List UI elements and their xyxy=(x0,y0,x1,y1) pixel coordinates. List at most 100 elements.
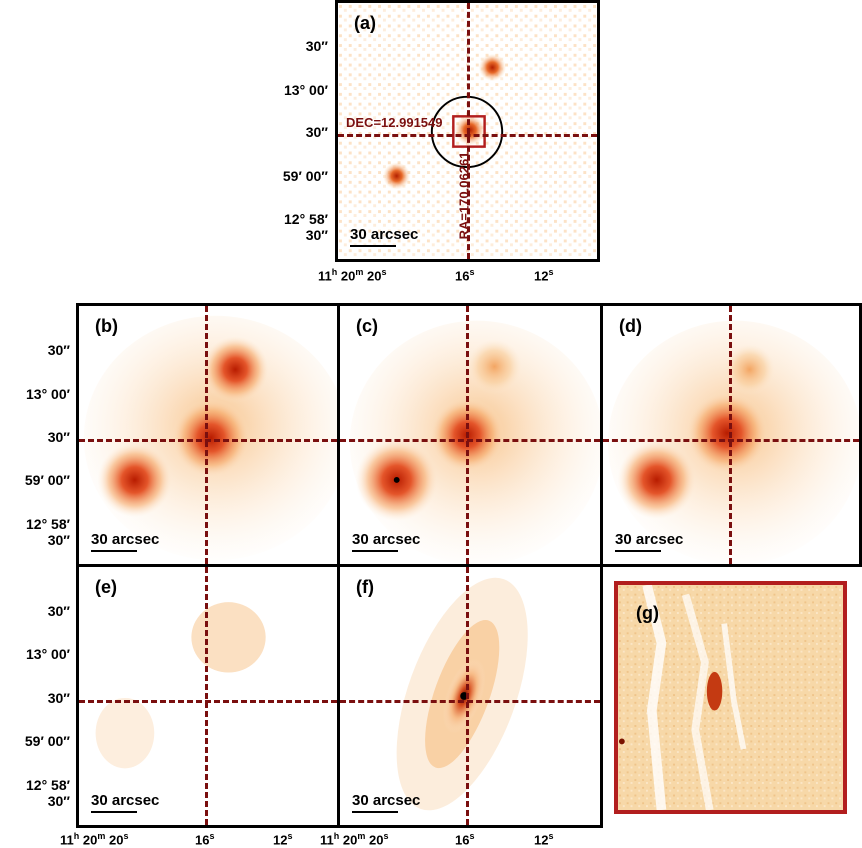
panel-a-label: (a) xyxy=(354,13,376,33)
y-tick: 59′ 00″ xyxy=(24,733,70,749)
x-tick-s: s xyxy=(469,831,475,841)
scalebar-text: 30 arcsec xyxy=(352,792,421,809)
panel-g-label: (g) xyxy=(636,603,659,623)
x-tick: 12s xyxy=(534,267,553,283)
panel-f: (f) 30 arcsec xyxy=(337,564,603,828)
y-tick: 30″ xyxy=(305,124,328,140)
x-tick: 11h 20m 20s xyxy=(320,831,388,847)
x-tick-sec: 20 xyxy=(108,832,124,848)
dec-crosshair xyxy=(603,439,859,442)
panel-b-label: (b) xyxy=(95,316,118,336)
scalebar-line xyxy=(91,550,137,552)
x-tick-hour: 11 xyxy=(60,832,74,848)
x-tick-hour: 11 xyxy=(320,832,334,848)
x-tick: 16s xyxy=(455,831,474,847)
dec-crosshair xyxy=(340,700,600,703)
x-tick-m: m xyxy=(97,831,106,841)
panel-b: (b) 30 arcsec xyxy=(76,303,340,567)
dec-crosshair xyxy=(340,439,600,442)
y-tick: 30″ xyxy=(47,603,70,619)
panel-e-image xyxy=(79,567,337,825)
ra-crosshair xyxy=(729,306,732,564)
x-tick-s: s xyxy=(548,267,554,277)
ra-crosshair xyxy=(467,3,470,259)
panel-g-image xyxy=(618,585,843,810)
panel-a: (a) DEC=12.991549 RA=170.06261 30 arcsec xyxy=(335,0,600,262)
x-tick-s: s xyxy=(123,831,129,841)
y-tick: 12° 58′ 30″ xyxy=(284,211,328,243)
dec-annotation: DEC=12.991549 xyxy=(346,115,443,130)
panel-e-scalebar: 30 arcsec xyxy=(91,792,159,813)
scalebar-line xyxy=(350,245,396,247)
ra-annotation: RA=170.06261 xyxy=(456,151,472,240)
dec-crosshair xyxy=(79,439,337,442)
x-tick-s: s xyxy=(383,831,389,841)
x-tick-s: s xyxy=(469,267,475,277)
x-tick-s: s xyxy=(381,267,387,277)
ra-crosshair xyxy=(466,306,469,564)
y-tick: 59′ 00″ xyxy=(282,168,328,184)
panel-c-image xyxy=(340,306,600,564)
x-tick: 11h 20m 20s xyxy=(318,267,386,283)
x-tick-min: 20 xyxy=(342,832,358,848)
x-tick: 16s xyxy=(195,831,214,847)
x-tick-s: s xyxy=(548,831,554,841)
x-tick-m: m xyxy=(357,831,366,841)
x-tick-min: 20 xyxy=(340,268,356,284)
panel-d: (d) 30 arcsec xyxy=(600,303,862,567)
x-tick: 11h 20m 20s xyxy=(60,831,128,847)
scalebar-text: 30 arcsec xyxy=(615,531,684,548)
scalebar-text: 30 arcsec xyxy=(91,792,160,809)
x-tick-sec: 20 xyxy=(368,832,384,848)
x-tick-hour: 11 xyxy=(318,268,332,284)
x-tick-sec: 20 xyxy=(366,268,382,284)
x-tick-min: 20 xyxy=(82,832,98,848)
x-tick-h: h xyxy=(331,267,338,277)
panel-d-scalebar: 30 arcsec xyxy=(615,531,683,552)
y-tick: 59′ 00″ xyxy=(24,472,70,488)
panel-a-scalebar: 30 arcsec xyxy=(350,226,418,247)
panel-b-scalebar: 30 arcsec xyxy=(91,531,159,552)
y-tick: 30″ xyxy=(305,38,328,54)
x-tick-sec: 16 xyxy=(455,268,470,284)
y-tick: 30″ xyxy=(47,690,70,706)
scalebar-line xyxy=(352,811,398,813)
panel-f-scalebar: 30 arcsec xyxy=(352,792,420,813)
x-tick-s: s xyxy=(287,831,293,841)
panel-b-image xyxy=(79,306,337,564)
panel-f-label: (f) xyxy=(356,577,374,597)
panel-f-image xyxy=(340,567,600,825)
ra-crosshair xyxy=(205,306,208,564)
panel-c-scalebar: 30 arcsec xyxy=(352,531,420,552)
dec-crosshair xyxy=(79,700,337,703)
x-tick: 16s xyxy=(455,267,474,283)
x-tick-h: h xyxy=(333,831,340,841)
x-tick-h: h xyxy=(73,831,80,841)
x-tick-sec: 12 xyxy=(273,832,288,848)
panel-e: (e) 30 arcsec xyxy=(76,564,340,828)
x-tick-sec: 16 xyxy=(195,832,210,848)
panel-d-label: (d) xyxy=(619,316,642,336)
y-tick: 13° 00′ xyxy=(26,646,70,662)
panel-e-label: (e) xyxy=(95,577,117,597)
scalebar-line xyxy=(91,811,137,813)
ra-crosshair xyxy=(205,567,208,825)
x-tick: 12s xyxy=(273,831,292,847)
dec-crosshair xyxy=(338,134,597,137)
x-tick-sec: 16 xyxy=(455,832,470,848)
x-tick-s: s xyxy=(209,831,215,841)
x-tick-sec: 12 xyxy=(534,832,549,848)
x-tick-sec: 12 xyxy=(534,268,549,284)
y-tick: 13° 00′ xyxy=(26,386,70,402)
y-tick: 30″ xyxy=(47,342,70,358)
scalebar-line xyxy=(352,550,398,552)
y-tick: 12° 58′ 30″ xyxy=(26,516,70,548)
x-tick-m: m xyxy=(355,267,364,277)
y-tick: 30″ xyxy=(47,429,70,445)
ra-crosshair xyxy=(466,567,469,825)
scalebar-line xyxy=(615,550,661,552)
panel-c-label: (c) xyxy=(356,316,378,336)
scalebar-text: 30 arcsec xyxy=(350,226,419,243)
scalebar-text: 30 arcsec xyxy=(352,531,421,548)
panel-c: (c) 30 arcsec xyxy=(337,303,603,567)
